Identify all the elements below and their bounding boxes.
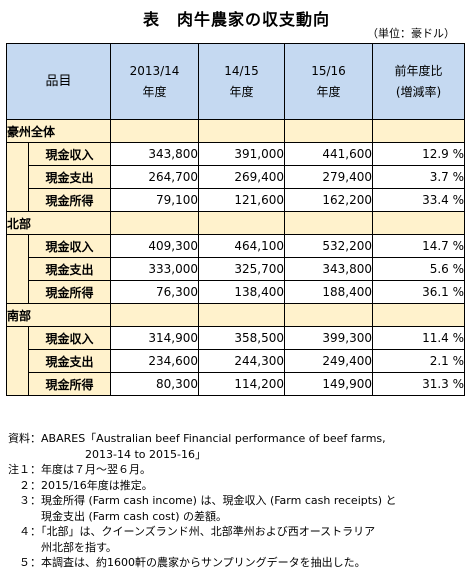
header-col-15-16: 15/16 年度: [284, 43, 374, 120]
section-label: 豪州全体: [5, 119, 112, 143]
cell-percent: 31.3 %: [372, 372, 466, 396]
table-row: 現金所得 76,300 138,400 188,400 36.1 %: [6, 280, 466, 304]
cell-value: 409,300: [110, 234, 200, 258]
cell-percent: 3.7 %: [372, 165, 466, 189]
cell-value: 343,800: [110, 142, 200, 166]
cell-percent: 33.4 %: [372, 188, 466, 212]
cell-value: 121,600: [198, 188, 286, 212]
data-table: 品目 2013/14 年度 14/15 年度 15/16 年度 前年度比 (増減率) 豪…: [5, 43, 466, 396]
section-label: 北部: [5, 211, 112, 235]
section-row: 南部: [5, 303, 466, 327]
note-line: ４：「北部」は、クイーンズランド州、北部準州および西オーストラリア: [8, 525, 376, 538]
note-line: ５：本調査は、約1600軒の農家からサンプリングデータを抽出した。: [8, 556, 366, 569]
cell-value: 249,400: [284, 349, 374, 373]
note-line: 注１：年度は７月～翌６月。: [8, 463, 151, 476]
table-row: 現金収入 409,300 464,100 532,200 14.7 %: [6, 234, 466, 258]
table-row: 現金支出 264,700 269,400 279,400 3.7 %: [6, 165, 466, 189]
row-label: 現金支出: [27, 165, 112, 189]
source-line: 資料：ABARES「Australian beef Financial perf…: [8, 432, 386, 445]
cell-percent: 2.1 %: [372, 349, 466, 373]
cell-value: 244,300: [198, 349, 286, 373]
notes: 資料：ABARES「Australian beef Financial perf…: [8, 431, 468, 571]
note-line: 現金支出 (Farm cash cost) の差額。: [8, 509, 227, 523]
cell-value: 79,100: [110, 188, 200, 212]
row-label: 現金支出: [27, 257, 112, 281]
cell-value: 138,400: [198, 280, 286, 304]
cell-value: 399,300: [284, 326, 374, 350]
cell-value: 343,800: [284, 257, 374, 281]
row-label: 現金収入: [27, 142, 112, 166]
note-line: ３：現金所得 (Farm cash income) は、現金収入 (Farm c…: [8, 494, 397, 507]
table-row: 現金収入 343,800 391,000 441,600 12.9 %: [6, 142, 466, 166]
cell-value: 358,500: [198, 326, 286, 350]
cell-percent: 5.6 %: [372, 257, 466, 281]
cell-value: 333,000: [110, 257, 200, 281]
row-label: 現金収入: [27, 326, 112, 350]
cell-value: 80,300: [110, 372, 200, 396]
row-label: 現金所得: [27, 188, 112, 212]
table-row: 現金所得 80,300 114,200 149,900 31.3 %: [6, 372, 466, 396]
cell-value: 149,900: [284, 372, 374, 396]
section-row: 北部: [5, 211, 466, 235]
cell-percent: 14.7 %: [372, 234, 466, 258]
cell-value: 532,200: [284, 234, 374, 258]
cell-percent: 11.4 %: [372, 326, 466, 350]
cell-value: 76,300: [110, 280, 200, 304]
cell-percent: 12.9 %: [372, 142, 466, 166]
section-row: 豪州全体: [5, 119, 466, 143]
section-label: 南部: [5, 303, 112, 327]
note-line: ２：2015/16年度は推定。: [8, 478, 153, 492]
cell-percent: 36.1 %: [372, 280, 466, 304]
table-row: 現金支出 234,600 244,300 249,400 2.1 %: [6, 349, 466, 373]
table-title: 表 肉牛農家の収支動向: [142, 10, 330, 29]
cell-value: 188,400: [284, 280, 374, 304]
cell-value: 269,400: [198, 165, 286, 189]
header-col-yoy: 前年度比 (増減率): [372, 43, 466, 120]
cell-value: 325,700: [198, 257, 286, 281]
cell-value: 464,100: [198, 234, 286, 258]
header-row: 品目 2013/14 年度 14/15 年度 15/16 年度 前年度比 (増減率): [5, 43, 466, 120]
row-label: 現金所得: [27, 372, 112, 396]
header-col-14-15: 14/15 年度: [198, 43, 286, 120]
row-label: 現金支出: [27, 349, 112, 373]
cell-value: 234,600: [110, 349, 200, 373]
table-row: 現金所得 79,100 121,600 162,200 33.4 %: [6, 188, 466, 212]
unit-label: （単位：豪ドル）: [367, 27, 455, 40]
cell-value: 264,700: [110, 165, 200, 189]
cell-value: 162,200: [284, 188, 374, 212]
cell-value: 279,400: [284, 165, 374, 189]
note-line: 州北部を指す。: [8, 540, 117, 554]
cell-value: 441,600: [284, 142, 374, 166]
table-row: 現金支出 333,000 325,700 343,800 5.6 %: [6, 257, 466, 281]
cell-value: 314,900: [110, 326, 200, 350]
cell-value: 114,200: [198, 372, 286, 396]
row-label: 現金所得: [27, 280, 112, 304]
header-col-2013-14: 2013/14 年度: [110, 43, 200, 120]
row-label: 現金収入: [27, 234, 112, 258]
source-line: 2013-14 to 2015-16」: [8, 447, 206, 461]
table-row: 現金収入 314,900 358,500 399,300 11.4 %: [6, 326, 466, 350]
header-item: 品目: [5, 43, 112, 120]
cell-value: 391,000: [198, 142, 286, 166]
